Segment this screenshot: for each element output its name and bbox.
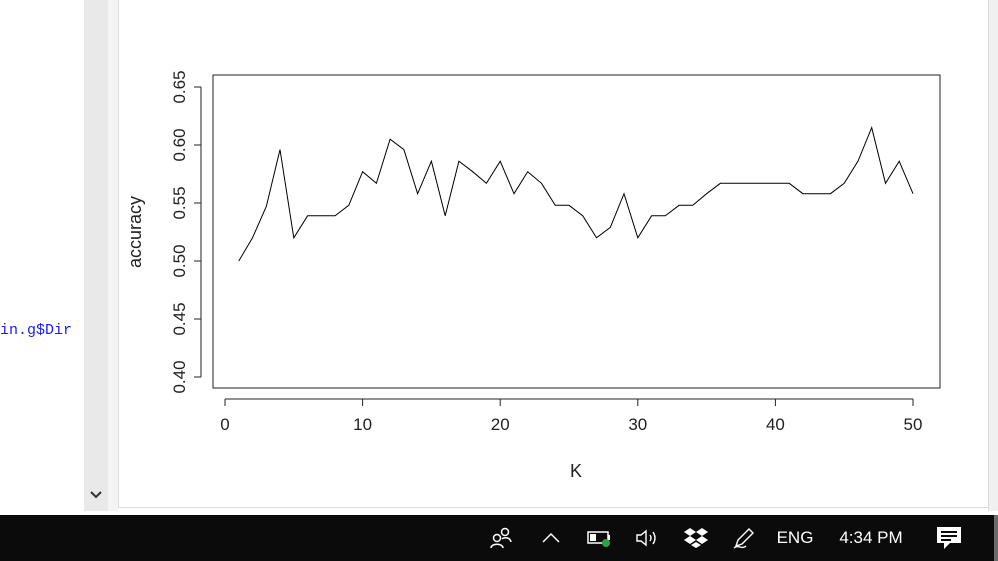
windows-ink-button[interactable] xyxy=(728,515,760,561)
x-axis-label: K xyxy=(570,461,582,481)
y-tick-label: 0.60 xyxy=(170,128,189,161)
editor-scrollbar[interactable] xyxy=(84,0,108,511)
window-edge xyxy=(988,0,998,511)
battery-icon xyxy=(587,531,610,547)
pen-icon xyxy=(733,528,754,549)
y-axis-label: accuracy xyxy=(125,196,145,268)
x-tick-label: 40 xyxy=(766,415,785,434)
y-axis: 0.40 0.45 0.50 0.55 0.60 0.65 xyxy=(170,70,202,394)
volume-button[interactable] xyxy=(632,515,664,561)
clock-time: 4:34 PM xyxy=(839,528,903,547)
language-indicator: ENG xyxy=(776,528,814,547)
action-center-button[interactable] xyxy=(930,515,968,561)
series-line xyxy=(238,125,914,262)
x-tick-label: 10 xyxy=(353,415,372,434)
dropbox-icon xyxy=(684,528,708,548)
y-tick-label: 0.65 xyxy=(170,70,189,103)
scroll-down-button[interactable] xyxy=(84,487,108,503)
volume-icon xyxy=(636,529,656,547)
taskbar: ENG 4:34 PM xyxy=(0,515,998,561)
code-editor-pane[interactable]: in.g$Dir xyxy=(0,0,84,511)
x-tick-label: 50 xyxy=(904,415,923,434)
y-tick-label: 0.50 xyxy=(170,244,189,277)
input-language-button[interactable]: ENG xyxy=(772,515,818,561)
people-button[interactable] xyxy=(484,515,518,561)
x-axis: 0 10 20 30 40 50 xyxy=(220,398,923,434)
x-tick-label: 0 xyxy=(220,415,229,434)
chevron-up-icon xyxy=(542,532,560,543)
clock-button[interactable]: 4:34 PM xyxy=(830,515,912,561)
pane-divider[interactable] xyxy=(108,0,118,511)
x-tick-label: 30 xyxy=(628,415,647,434)
dropbox-button[interactable] xyxy=(680,515,712,561)
plot-frame xyxy=(212,74,941,389)
people-icon xyxy=(490,527,512,549)
accuracy-chart: 0.40 0.45 0.50 0.55 0.60 0.65 0 10 20 30 40 50 acc… xyxy=(125,70,941,481)
y-tick-label: 0.55 xyxy=(170,186,189,219)
battery-button[interactable] xyxy=(584,515,616,561)
y-tick-label: 0.45 xyxy=(170,302,189,335)
chevron-down-icon xyxy=(90,491,102,499)
show-hidden-icons-button[interactable] xyxy=(536,515,566,561)
y-tick-label: 0.40 xyxy=(170,360,189,393)
code-line[interactable]: in.g$Dir xyxy=(0,322,73,339)
notifications-icon xyxy=(937,527,961,549)
show-desktop-edge[interactable] xyxy=(994,515,998,561)
plot-pane: 0.40 0.45 0.50 0.55 0.60 0.65 0 10 20 30 40 50 acc… xyxy=(118,0,989,508)
x-tick-label: 20 xyxy=(491,415,510,434)
